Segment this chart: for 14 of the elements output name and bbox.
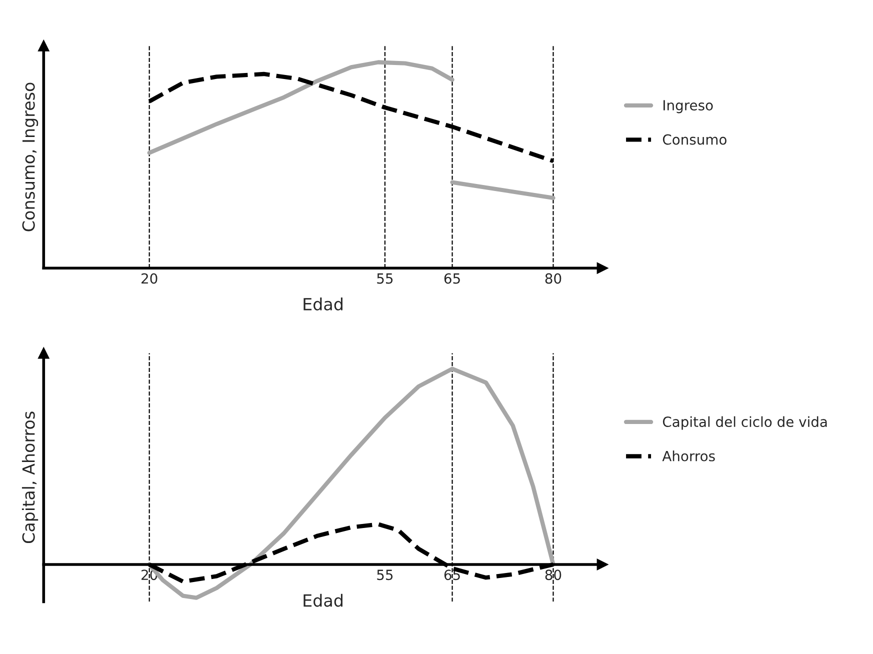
x-tick-label: 65 (444, 273, 460, 284)
x-tick-label: 80 (545, 273, 562, 284)
legend-label: Ingreso (664, 100, 713, 114)
x-tick-label: 55 (377, 273, 393, 284)
x-tick-label: 20 (142, 273, 158, 284)
x-axis-title: Edad (304, 594, 342, 607)
x-axis-title: Edad (304, 298, 342, 310)
y-axis-title: Consumo, Ingreso (22, 82, 38, 232)
legend-label: Capital del ciclo de vida (662, 416, 827, 430)
y-axis-title: Capital, Ahorros (22, 412, 38, 544)
legend-label: Ahorros (662, 450, 715, 462)
x-tick-label: 55 (377, 570, 393, 580)
x-tick-label: 80 (545, 570, 562, 580)
legend-label: Consumo (662, 134, 726, 145)
